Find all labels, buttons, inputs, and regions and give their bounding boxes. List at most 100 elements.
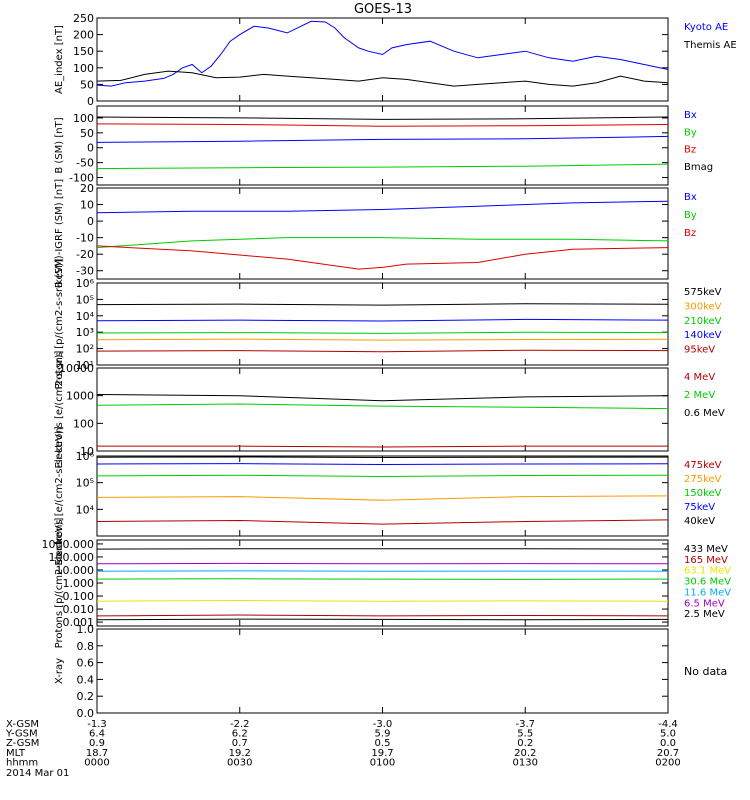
ytick-label: 10⁵ — [76, 477, 94, 490]
legend-entry: 95keV — [684, 345, 715, 356]
legend-entry: Kyoto AE — [684, 22, 728, 33]
x-row-value: 6.4 — [89, 729, 105, 740]
legend-entry: 63.1 MeV — [684, 566, 731, 577]
legend-entry: Themis AE — [683, 40, 737, 51]
series-40kev — [96, 456, 669, 459]
x-row-value: 0200 — [655, 757, 680, 768]
series-bx — [96, 200, 669, 214]
legend-entry: 433 MeV — [684, 544, 728, 555]
panel-xray: 0.0 0.2 0.4 0.6 0.8 1.0 X-ray No data — [54, 623, 727, 720]
ytick-label: 100 — [73, 417, 94, 430]
x-row-value: 0.7 — [232, 738, 248, 749]
x-row-value: 0130 — [513, 757, 538, 768]
ytick-label: 10 — [80, 199, 94, 212]
ytick-label: 100.000 — [49, 551, 95, 564]
y-axis-label: X-ray — [54, 658, 65, 684]
ytick-label: 1.000 — [63, 577, 95, 590]
series-30-6-mev — [96, 578, 669, 580]
series-475kev — [96, 519, 669, 525]
x-row-label: X-GSM — [6, 719, 39, 730]
ytick-label: 1000.000 — [42, 538, 95, 551]
panel-frame — [96, 282, 669, 366]
legend-entry: 210keV — [684, 316, 722, 327]
x-row-value: -2.2 — [230, 719, 250, 730]
ytick-label: 0.4 — [77, 673, 95, 686]
ytick-label: 0.2 — [77, 690, 95, 703]
ytick-label: 0 — [87, 95, 94, 108]
ytick-label: 0.100 — [63, 590, 95, 603]
x-row-value: 19.2 — [229, 748, 251, 759]
series-165-mev — [96, 614, 669, 617]
series-2-mev — [96, 403, 669, 410]
ytick-label: 10¹ — [76, 359, 94, 372]
x-row-value: -3.7 — [515, 719, 535, 730]
series-4-mev — [97, 445, 668, 448]
ytick-label: 0.010 — [63, 603, 95, 616]
y-axis-label: Protons [p/(cm2-s-sr-keV)] — [54, 259, 65, 390]
legend-entry: 2 MeV — [684, 390, 715, 401]
legend-entry: Bx — [684, 192, 697, 203]
ytick-label: 10⁵ — [76, 293, 94, 306]
ytick-label: 10³ — [76, 326, 94, 339]
series-2-5-mev — [96, 618, 669, 621]
legend-entry: 300keV — [684, 301, 722, 312]
ytick-label: 0 — [87, 215, 94, 228]
legend-entry: By — [684, 210, 697, 221]
x-row-value: 5.0 — [660, 729, 676, 740]
series-by — [96, 237, 669, 249]
series-95kev — [96, 349, 669, 353]
panel-ae: 0 50 100 150 200 250 AE_index [nT] Kyoto AE Them… — [54, 12, 737, 108]
ytick-label: 250 — [73, 12, 94, 25]
ytick-label: 200 — [73, 29, 94, 42]
panel-bsm: -100 -50 0 50 100 B (SM) [nT] Bx By Bz Bmag — [54, 105, 713, 186]
panel-electrons_kev: 10⁴ 10⁵ 10⁶ Electrons [e/(cm2-s-sr-keV)] 475… — [54, 426, 722, 565]
ytick-label: 100 — [73, 62, 94, 75]
ytick-label: 10⁶ — [76, 277, 95, 290]
x-row-value: 20.7 — [657, 748, 679, 759]
x-row-label: Z-GSM — [6, 738, 39, 749]
panel-protons_kev: 10¹ 10² 10³ 10⁴ 10⁵ 10⁶ Protons [p/(cm2-s-sr-k… — [54, 259, 722, 390]
y-axis-label: Electrons [e/(cm2-s-sr-keV)] — [54, 426, 65, 565]
legend-entry: 30.6 MeV — [684, 577, 731, 588]
legend-entry: 275keV — [684, 474, 722, 485]
legend-entry: 4 MeV — [684, 372, 715, 383]
x-row-value: -4.4 — [658, 719, 678, 730]
series-275kev — [96, 495, 669, 501]
ytick-label: 1000 — [66, 390, 94, 403]
series-by — [96, 163, 669, 170]
x-row-value: 0.0 — [660, 738, 676, 749]
legend-entry: 2.5 MeV — [684, 609, 725, 620]
ytick-label: 50 — [80, 127, 94, 140]
y-axis-label: Electrons [e/(cm2-s-sr)] — [54, 350, 65, 468]
x-row-value: 0100 — [370, 757, 395, 768]
series-575kev — [96, 303, 669, 306]
ytick-label: -20 — [76, 248, 94, 261]
series-63-1-mev — [96, 599, 669, 602]
series-150kev — [96, 474, 669, 478]
ytick-label: 1.0 — [77, 623, 95, 636]
series-210kev — [96, 331, 669, 334]
ytick-label: 0 — [87, 142, 94, 155]
ytick-label: 100 — [73, 112, 94, 125]
legend-entry: Bx — [684, 110, 697, 121]
series-themis-ae — [96, 70, 669, 87]
series-bz — [96, 123, 669, 127]
legend-entry: 0.6 MeV — [684, 408, 725, 419]
legend-entry: Bz — [684, 228, 696, 239]
panel-frame — [96, 187, 669, 280]
ytick-label: 0.0 — [77, 707, 95, 720]
ytick-label: -30 — [76, 265, 94, 278]
ytick-label: 20 — [80, 182, 94, 195]
ytick-label: -50 — [76, 157, 94, 170]
series-300kev — [96, 338, 669, 341]
ytick-label: 0.6 — [77, 657, 95, 670]
ytick-label: 10000 — [59, 362, 94, 375]
legend-entry: 140keV — [684, 330, 722, 341]
legend-entry: 75keV — [684, 502, 715, 513]
x-row-value: 18.7 — [86, 748, 108, 759]
legend-entry: Bz — [684, 145, 696, 156]
x-row-value: -1.3 — [87, 719, 107, 730]
legend-entry: 11.6 MeV — [684, 587, 731, 598]
ytick-label: 10⁶ — [76, 450, 95, 463]
